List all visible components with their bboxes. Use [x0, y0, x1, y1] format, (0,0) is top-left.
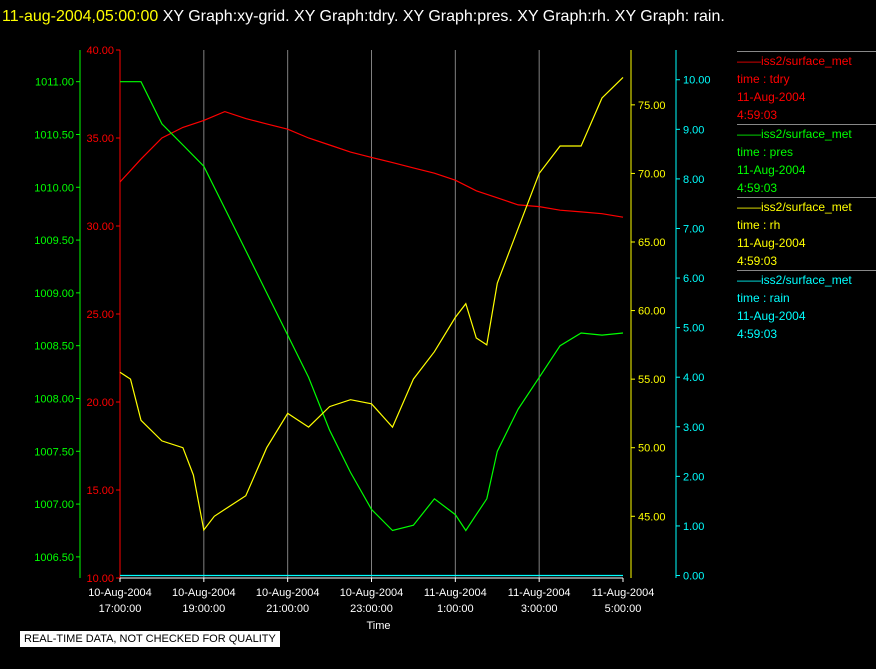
x-tick-label-time: 23:00:00: [350, 603, 393, 615]
rh-tick-label: 65.00: [638, 237, 666, 249]
legend-tdry-line: 11-Aug-2004: [737, 90, 806, 104]
rain-tick-label: 5.00: [683, 323, 704, 335]
rh-tick-label: 55.00: [638, 374, 666, 386]
legend-tdry-line: 4:59:03: [737, 108, 778, 122]
series-line-pres: [120, 81, 624, 532]
x-tick-label-date: 11-Aug-2004: [424, 587, 487, 599]
rain-tick-label: 8.00: [683, 174, 704, 186]
x-tick-label-date: 10-Aug-2004: [88, 587, 152, 599]
legend: ——iss2/surface_met time : tdry 11-Aug-2004…: [737, 51, 876, 343]
quality-warning-badge: REAL-TIME DATA, NOT CHECKED FOR QUALITY: [20, 631, 280, 647]
tdry-tick-label: 30.00: [86, 221, 114, 233]
pres-tick-label: 1008.00: [34, 393, 74, 405]
x-tick-label-date: 11-Aug-2004: [508, 587, 571, 599]
tdry-tick-label: 40.00: [86, 45, 114, 57]
x-tick-label-time: 17:00:00: [99, 603, 142, 615]
x-tick-label-time: 5:00:00: [605, 603, 642, 615]
pres-tick-label: 1006.50: [34, 552, 74, 564]
x-tick-label-time: 21:00:00: [266, 603, 309, 615]
rain-tick-label: 9.00: [683, 124, 704, 136]
series-line-rh: [119, 76, 624, 532]
tdry-tick-label: 15.00: [86, 485, 114, 497]
tdry-tick-label: 25.00: [86, 309, 114, 321]
legend-pres-line: ——iss2/surface_met: [737, 127, 852, 141]
legend-pres-line: time : pres: [737, 145, 794, 159]
rh-tick-label: 60.00: [638, 306, 666, 318]
pres-tick-label: 1008.50: [34, 341, 74, 353]
legend-rain-line: ——iss2/surface_met: [737, 273, 852, 287]
pres-tick-label: 1009.00: [34, 288, 74, 300]
legend-rh-line: 4:59:03: [737, 254, 778, 268]
tdry-tick-label: 20.00: [86, 397, 114, 409]
pres-tick-label: 1009.50: [34, 235, 74, 247]
rh-tick-label: 45.00: [638, 511, 666, 523]
rain-tick-label: 4.00: [683, 372, 704, 384]
x-tick-label-date: 10-Aug-2004: [340, 587, 404, 599]
pres-tick-label: 1007.00: [34, 499, 74, 511]
time-stamp: 11-aug-2004,05:00:00: [2, 8, 159, 25]
x-tick-label-time: 19:00:00: [182, 603, 225, 615]
x-tick-label-time: 1:00:00: [437, 603, 474, 615]
legend-pres-line: 4:59:03: [737, 181, 778, 195]
x-tick-label-time: 3:00:00: [521, 603, 558, 615]
legend-rh-line: time : rh: [737, 218, 781, 232]
legend-tdry-line: time : tdry: [737, 72, 790, 86]
legend-rh-line: 11-Aug-2004: [737, 236, 806, 250]
rain-tick-label: 6.00: [683, 273, 704, 285]
legend-rain-line: 4:59:03: [737, 327, 778, 341]
tdry-tick-label: 35.00: [86, 133, 114, 145]
x-tick-label-date: 11-Aug-2004: [592, 587, 655, 599]
rain-tick-label: 10.00: [683, 75, 711, 87]
legend-pres-line: 11-Aug-2004: [737, 163, 806, 177]
pres-tick-label: 1007.50: [34, 446, 74, 458]
rh-tick-label: 70.00: [638, 168, 666, 180]
rain-tick-label: 0.00: [683, 571, 704, 583]
x-tick-label-date: 10-Aug-2004: [172, 587, 236, 599]
rain-tick-label: 2.00: [683, 471, 704, 483]
pres-tick-label: 1010.50: [34, 129, 74, 141]
legend-tdry-line: ——iss2/surface_met: [737, 54, 852, 68]
legend-rh-line: ——iss2/surface_met: [737, 200, 852, 214]
legend-rain-line: time : rain: [737, 291, 790, 305]
legend-rain-line: 11-Aug-2004: [737, 309, 806, 323]
rain-tick-label: 3.00: [683, 422, 704, 434]
pres-tick-label: 1010.00: [34, 182, 74, 194]
rh-tick-label: 50.00: [638, 443, 666, 455]
pres-tick-label: 1011.00: [35, 77, 74, 89]
tdry-tick-label: 10.00: [86, 573, 114, 585]
graph-title-bar: 11-aug-2004,05:00:00 XY Graph:xy-grid. X…: [2, 2, 862, 31]
rain-tick-label: 1.00: [683, 521, 704, 533]
rain-tick-label: 7.00: [683, 223, 704, 235]
x-axis-label: Time: [366, 620, 390, 632]
graph-list-text: XY Graph:xy-grid. XY Graph:tdry. XY Grap…: [162, 8, 725, 25]
series-line-tdry: [119, 110, 624, 218]
rh-tick-label: 75.00: [638, 100, 666, 112]
x-tick-label-date: 10-Aug-2004: [256, 587, 320, 599]
